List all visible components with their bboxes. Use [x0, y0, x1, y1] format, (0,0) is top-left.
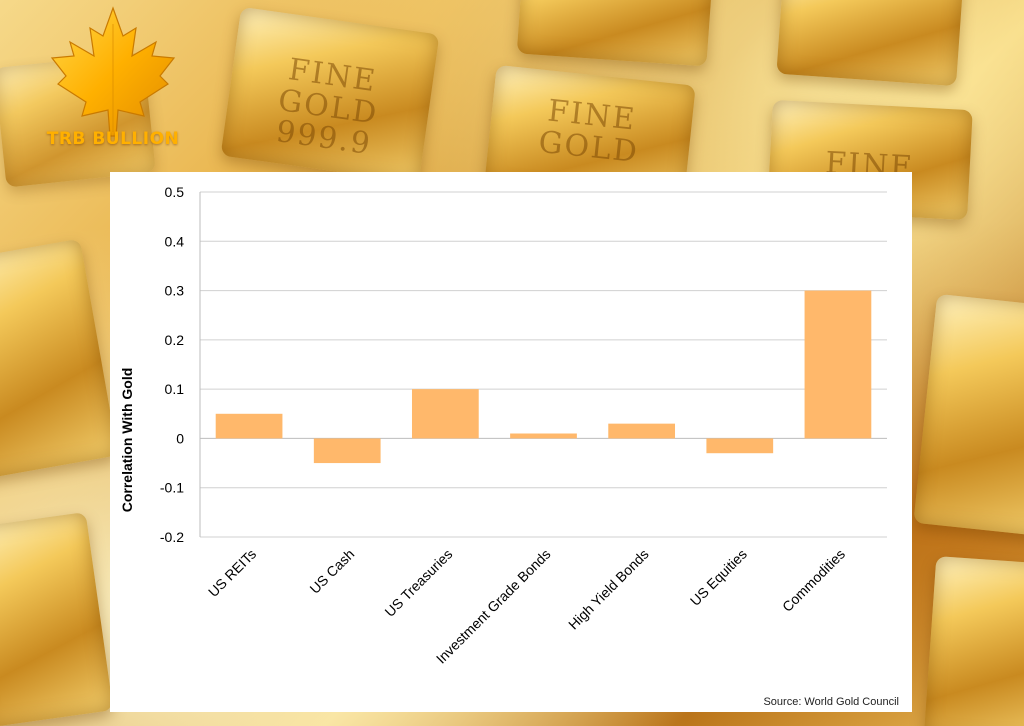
gold-bar-3: [516, 0, 714, 67]
gold-bar-stamp: FINE GOLD: [536, 93, 641, 170]
gold-bar-6: [0, 238, 118, 482]
bar-commodities: [804, 290, 872, 439]
gold-bar-8: [913, 293, 1024, 537]
bar-us-reits: [215, 413, 283, 439]
y-tick-label: 0: [176, 430, 184, 446]
chart-gridlines: [199, 191, 887, 538]
y-tick-label: 0.3: [165, 283, 185, 299]
chart-bars: [215, 290, 872, 464]
y-tick-label: 0.2: [165, 332, 185, 348]
y-tick-label: -0.2: [160, 529, 184, 545]
x-tick-label: High Yield Bonds: [565, 546, 652, 633]
x-tick-label: US REITs: [205, 546, 259, 600]
y-tick-label: 0.4: [165, 233, 185, 249]
bar-high-yield-bonds: [608, 423, 676, 439]
bar-us-equities: [706, 438, 774, 454]
bar-us-cash: [313, 438, 381, 464]
maple-leaf-icon: [50, 6, 176, 137]
y-axis-ticks: 0.5 0.4 0.3 0.2 0.1 0 -0.1 -0.2: [160, 184, 184, 545]
y-tick-label: 0.1: [165, 381, 185, 397]
x-tick-label: US Cash: [306, 546, 357, 597]
y-tick-label: 0.5: [165, 184, 185, 200]
chart-panel: 0.5 0.4 0.3 0.2 0.1 0 -0.1 -0.2 US REITs US Cash…: [110, 172, 912, 712]
y-axis-title: Correlation With Gold: [119, 368, 135, 513]
source-note: Source: World Gold Council: [763, 696, 899, 708]
x-tick-label: US Treasuries: [381, 546, 455, 620]
y-tick-label: -0.1: [160, 480, 184, 496]
gold-bar-7: [0, 511, 114, 726]
x-tick-label: Commodities: [779, 546, 848, 615]
correlation-bar-chart: 0.5 0.4 0.3 0.2 0.1 0 -0.1 -0.2 US REITs US Cash…: [119, 184, 887, 667]
brand-name: TRB BULLION: [46, 129, 180, 149]
bar-us-treasuries: [411, 389, 479, 439]
gold-bar-stamp: FINE GOLD 999.9: [274, 52, 381, 163]
gold-bar-4: [776, 0, 964, 87]
gold-bar-9: [923, 556, 1024, 726]
gold-bar-1: FINE GOLD 999.9: [220, 6, 440, 184]
x-tick-label: US Equities: [687, 546, 750, 609]
x-tick-label: Investment Grade Bonds: [433, 546, 554, 667]
bar-investment-grade-bonds: [510, 433, 577, 439]
